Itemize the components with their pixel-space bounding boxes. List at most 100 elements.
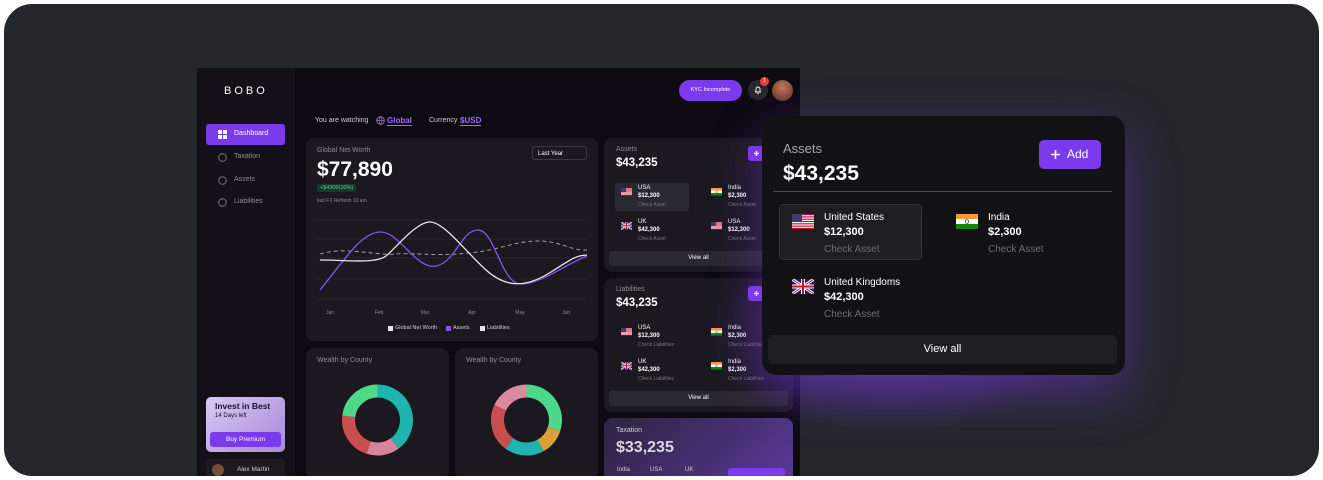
item-action[interactable]: Check Asset — [638, 236, 666, 242]
x-tick-label: May — [515, 310, 525, 316]
card-total: $43,235 — [616, 297, 658, 309]
item-country[interactable]: United States — [824, 212, 885, 223]
nav-item[interactable]: Assets — [234, 176, 256, 183]
item-country[interactable]: India — [728, 325, 741, 331]
kyc-button[interactable]: KYC Incomplete — [679, 80, 742, 101]
item-action[interactable]: Check Liabilities — [638, 342, 675, 348]
promo-subtitle: 14 Days left — [215, 413, 247, 419]
x-tick-label: Apr — [468, 310, 476, 316]
user-box — [206, 459, 285, 476]
promo-title: Invest in Best — [215, 401, 271, 411]
card-title: Wealth by County — [466, 357, 522, 364]
nav-item[interactable]: Dashboard — [234, 130, 269, 137]
assets-popup: Assets $43,235 Add United States $12,300 Chec… — [762, 116, 1125, 375]
item-amount: $2,300 — [988, 226, 1022, 238]
donut-segment — [494, 384, 527, 411]
liabilities-card: Liabilities $43,235 USA $12,300 Check Liabil… — [604, 278, 793, 412]
view-all[interactable]: View all — [609, 391, 788, 406]
donut-card: Wealth by County — [455, 348, 598, 476]
buy-premium[interactable]: Buy Premium — [210, 432, 281, 447]
donut-segment — [342, 384, 378, 418]
view-all[interactable]: View all — [609, 251, 788, 266]
item-highlight — [615, 183, 689, 211]
item-country[interactable]: USA — [638, 325, 651, 331]
chart-lines — [316, 219, 588, 300]
divider — [773, 191, 1112, 192]
item-action[interactable]: Check Asset — [728, 202, 756, 208]
item-country[interactable]: United Kingdoms — [824, 277, 901, 288]
view-all[interactable]: View all — [768, 335, 1117, 364]
flag — [621, 362, 632, 370]
assets-card: Assets $43,235 USA $12,300 Check Asset India $… — [604, 138, 793, 272]
donut-segment — [377, 384, 413, 449]
item-amount: $42,300 — [638, 227, 660, 233]
card-title: Liabilities — [616, 286, 645, 293]
legend-label: Assets — [453, 325, 470, 331]
avatar[interactable] — [772, 80, 793, 101]
flag — [621, 328, 632, 336]
item-amount: $42,300 — [638, 367, 660, 373]
watching-label: You are watching — [315, 117, 369, 124]
item-country[interactable]: UK — [638, 219, 647, 225]
donut-segment — [491, 404, 514, 449]
currency[interactable]: $USD — [460, 116, 482, 126]
item-country[interactable]: UK — [638, 359, 647, 365]
nav-item[interactable]: Liabilities — [234, 198, 263, 205]
item-country[interactable]: India — [988, 212, 1010, 223]
item-country[interactable]: India — [728, 185, 742, 191]
item-amount: $12,300 — [728, 227, 750, 233]
globe-icon — [376, 116, 385, 125]
flag — [711, 328, 722, 336]
flag — [621, 188, 632, 196]
item-action[interactable]: Check Asset — [988, 244, 1044, 255]
item-amount: $2,300 — [728, 367, 746, 373]
item-action[interactable]: Check Liabilities — [638, 376, 675, 382]
nav-icon — [218, 153, 227, 162]
item-action[interactable]: Check Asset — [638, 202, 666, 208]
frame: BOBO Dashboard Taxation Assets Liabilities In… — [4, 4, 1319, 476]
donut-segment — [366, 437, 399, 456]
legend-swatch — [388, 326, 393, 331]
card-title: Wealth by County — [317, 357, 373, 364]
donut — [342, 384, 413, 456]
item-action[interactable]: Check Asset — [824, 309, 880, 320]
item-amount: $12,300 — [824, 226, 864, 238]
period-select[interactable]: Last Year — [532, 146, 587, 160]
item-amount: $2,300 — [728, 193, 747, 199]
refresh-note: last FX Refresh 10 am — [317, 198, 367, 204]
legend-label: Global Net Worth — [395, 325, 438, 331]
item-country[interactable]: India — [728, 359, 741, 365]
item-action[interactable]: Check Asset — [824, 244, 880, 255]
flag — [956, 214, 978, 229]
item-amount: $12,300 — [638, 333, 660, 339]
tax-country: UK — [685, 467, 694, 473]
change-badge: +$4300(10%) — [317, 184, 357, 192]
add-label: Add — [1067, 147, 1089, 161]
flag — [792, 214, 814, 229]
avatar — [212, 464, 224, 476]
scope[interactable]: Global — [387, 116, 412, 126]
card-title: Global Net Worth — [317, 147, 371, 154]
item-country[interactable]: USA — [728, 219, 741, 225]
donut-segment — [526, 384, 562, 431]
x-tick-label: Jan — [325, 310, 335, 316]
item-highlight — [779, 204, 922, 260]
net-worth-card: Global Net Worth $77,890 +$4300(10%) last F… — [306, 138, 598, 341]
item-action[interactable]: Check Liabilities — [728, 376, 764, 382]
plus-icon — [754, 291, 759, 296]
legend-label: Liabilities — [487, 325, 510, 331]
x-tick-label: Mar — [420, 310, 430, 316]
brand: BOBO — [224, 85, 268, 97]
add-button[interactable]: Add — [1039, 140, 1101, 169]
item-action[interactable]: Check Asset — [728, 236, 756, 242]
nav-item[interactable]: Taxation — [234, 153, 261, 160]
currency-label: Currency — [429, 117, 458, 124]
flag — [711, 188, 722, 196]
net-worth-value: $77,890 — [317, 158, 393, 181]
item-action[interactable]: Check Liabilities — [728, 342, 764, 348]
item-amount: $42,300 — [824, 291, 864, 303]
donut — [491, 384, 562, 456]
tax-country: India — [617, 467, 631, 473]
tax-button[interactable] — [728, 468, 785, 476]
item-country[interactable]: USA — [638, 185, 651, 191]
